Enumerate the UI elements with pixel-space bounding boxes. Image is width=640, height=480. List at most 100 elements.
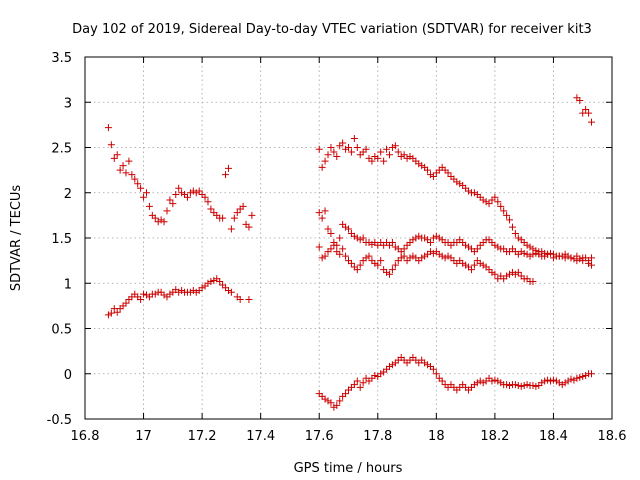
data-point — [552, 377, 560, 385]
data-point — [429, 365, 437, 373]
data-point — [424, 361, 432, 369]
data-point — [385, 151, 393, 159]
data-point — [198, 284, 206, 292]
data-point — [321, 395, 329, 403]
data-point — [485, 200, 493, 208]
data-point — [576, 373, 584, 381]
series-satellite-track-e — [315, 241, 537, 285]
data-point — [514, 234, 522, 242]
data-point — [494, 243, 502, 251]
data-point — [368, 157, 376, 165]
data-point — [186, 189, 194, 197]
data-point — [189, 187, 197, 195]
data-point — [432, 370, 440, 378]
data-point — [324, 397, 332, 405]
data-point — [359, 234, 367, 242]
data-point — [462, 241, 470, 249]
data-point — [549, 376, 557, 384]
data-point — [435, 234, 443, 242]
data-point — [330, 148, 338, 156]
data-point — [488, 377, 496, 385]
data-points — [104, 94, 596, 411]
data-point — [567, 254, 575, 262]
data-point — [125, 157, 133, 165]
x-axis-label: GPS time / hours — [294, 461, 403, 476]
data-point — [154, 218, 162, 226]
data-point — [315, 145, 323, 153]
data-point — [511, 229, 519, 237]
data-point — [131, 175, 139, 183]
data-point — [142, 291, 150, 299]
data-point — [318, 254, 326, 262]
data-point — [585, 109, 593, 117]
data-point — [236, 296, 244, 304]
data-point — [356, 383, 364, 391]
data-point — [350, 381, 358, 389]
data-point — [462, 261, 470, 269]
data-point — [544, 376, 552, 384]
data-point — [573, 374, 581, 382]
data-point — [157, 216, 165, 224]
data-point — [216, 277, 224, 285]
data-point — [547, 377, 555, 385]
data-point — [350, 232, 358, 240]
data-point — [385, 270, 393, 278]
data-point — [476, 259, 484, 267]
y-tick-label: 0 — [64, 368, 72, 383]
data-point — [582, 105, 590, 113]
data-point — [479, 196, 487, 204]
data-point — [508, 268, 516, 276]
data-point — [506, 216, 514, 224]
data-point — [137, 296, 145, 304]
data-point — [339, 245, 347, 253]
data-point — [365, 252, 373, 260]
data-point — [318, 214, 326, 222]
data-point — [175, 184, 183, 192]
data-point — [514, 268, 522, 276]
data-point — [523, 241, 531, 249]
data-point — [561, 250, 569, 258]
data-point — [400, 245, 408, 253]
data-point — [588, 261, 596, 269]
x-tick-label: 17.2 — [188, 429, 217, 444]
data-point — [151, 290, 159, 298]
data-point — [497, 202, 505, 210]
data-point — [403, 154, 411, 162]
data-point — [418, 254, 426, 262]
data-point — [368, 240, 376, 248]
data-point — [532, 249, 540, 257]
data-point — [409, 236, 417, 244]
data-point — [362, 145, 370, 153]
data-point — [333, 401, 341, 409]
data-point — [327, 144, 335, 151]
data-point — [558, 381, 566, 389]
data-point — [145, 202, 153, 210]
data-point — [207, 277, 215, 285]
data-point — [494, 377, 502, 385]
axis-ticks — [84, 56, 613, 420]
data-point — [438, 252, 446, 260]
data-point — [582, 372, 590, 380]
data-point — [503, 211, 511, 219]
data-point — [359, 379, 367, 387]
data-point — [491, 193, 499, 201]
data-point — [406, 254, 414, 262]
data-point — [424, 166, 432, 174]
data-point — [336, 397, 344, 405]
data-point — [415, 232, 423, 240]
data-point — [245, 296, 253, 304]
data-point — [345, 144, 352, 151]
data-point — [426, 248, 434, 256]
data-point — [330, 241, 338, 249]
data-point — [555, 252, 563, 260]
data-point — [526, 243, 534, 251]
data-point — [523, 381, 531, 389]
data-point — [529, 250, 537, 258]
data-point — [394, 148, 402, 156]
data-point — [365, 239, 373, 247]
data-point — [508, 223, 516, 231]
data-point — [342, 390, 350, 398]
data-point — [172, 191, 180, 199]
data-point — [107, 141, 115, 149]
data-point — [529, 382, 537, 390]
